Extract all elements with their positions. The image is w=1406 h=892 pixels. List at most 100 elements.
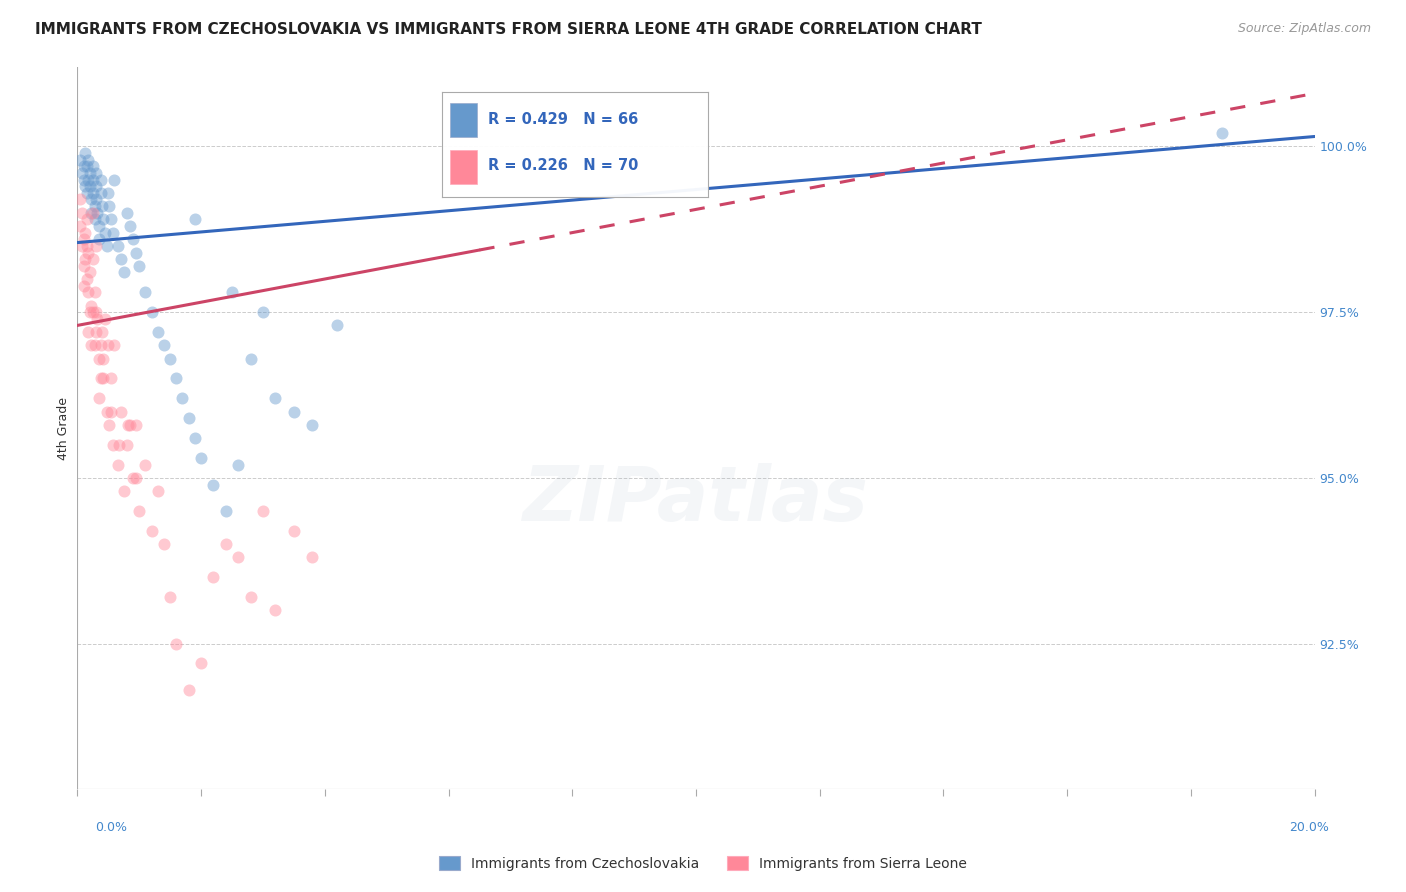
Point <box>202 477 225 491</box>
Point <box>98 417 121 432</box>
Point <box>326 318 349 333</box>
Point <box>190 657 212 671</box>
Point <box>90 186 112 200</box>
Point <box>239 590 262 604</box>
Point <box>98 199 121 213</box>
Point <box>118 219 141 233</box>
Point <box>103 338 125 352</box>
Point <box>141 305 163 319</box>
Text: Source: ZipAtlas.com: Source: ZipAtlas.com <box>1237 22 1371 36</box>
Point <box>91 212 114 227</box>
Point <box>82 305 104 319</box>
Point <box>165 637 187 651</box>
Point <box>91 351 114 366</box>
Point <box>84 179 107 194</box>
Point <box>83 212 105 227</box>
Point <box>184 431 207 445</box>
Point <box>226 550 249 565</box>
Point <box>134 458 156 472</box>
Text: IMMIGRANTS FROM CZECHOSLOVAKIA VS IMMIGRANTS FROM SIERRA LEONE 4TH GRADE CORRELA: IMMIGRANTS FROM CZECHOSLOVAKIA VS IMMIGR… <box>35 22 981 37</box>
Point <box>79 305 101 319</box>
Point <box>112 265 135 279</box>
Point <box>90 371 112 385</box>
Point <box>75 179 97 194</box>
Point <box>69 153 91 167</box>
Point <box>72 172 94 186</box>
Point <box>165 371 187 385</box>
Point <box>72 239 94 253</box>
Point <box>125 471 148 485</box>
Point <box>77 153 100 167</box>
Legend: Immigrants from Czechoslovakia, Immigrants from Sierra Leone: Immigrants from Czechoslovakia, Immigran… <box>433 850 973 876</box>
Point <box>87 392 110 406</box>
Point <box>77 325 100 339</box>
Point <box>94 311 117 326</box>
Point <box>94 226 117 240</box>
Point <box>146 325 169 339</box>
Point <box>221 285 243 300</box>
Point <box>252 305 274 319</box>
Point <box>80 205 103 219</box>
Point <box>77 172 100 186</box>
Point <box>177 683 200 698</box>
Point <box>72 205 94 219</box>
Point <box>73 146 96 161</box>
Point <box>84 239 107 253</box>
Point <box>122 471 145 485</box>
Point <box>112 484 135 499</box>
Point <box>264 603 287 617</box>
Point <box>69 193 91 207</box>
Point <box>91 325 114 339</box>
Point <box>84 193 107 207</box>
Point <box>72 159 94 173</box>
Point <box>100 371 122 385</box>
Point <box>107 458 129 472</box>
Point <box>84 305 107 319</box>
Point <box>72 259 94 273</box>
Point <box>115 205 138 219</box>
Point <box>110 252 132 267</box>
Point <box>80 338 103 352</box>
Point <box>128 259 150 273</box>
Point <box>125 417 148 432</box>
Point <box>72 278 94 293</box>
Point <box>103 226 125 240</box>
Point <box>79 166 101 180</box>
Point <box>100 404 122 418</box>
Text: 0.0%: 0.0% <box>96 822 128 834</box>
Point <box>82 205 104 219</box>
Point <box>79 179 101 194</box>
Point <box>69 219 91 233</box>
Point <box>91 371 114 385</box>
Point <box>84 325 107 339</box>
Point <box>108 438 131 452</box>
Point <box>72 232 94 246</box>
Point <box>141 524 163 538</box>
Text: 20.0%: 20.0% <box>1289 822 1329 834</box>
Point <box>190 450 212 465</box>
Point <box>118 417 141 432</box>
Point <box>77 285 100 300</box>
Point <box>264 392 287 406</box>
Point <box>110 404 132 418</box>
Point <box>226 458 249 472</box>
Point <box>103 438 125 452</box>
Y-axis label: 4th Grade: 4th Grade <box>58 397 70 459</box>
Point <box>76 212 98 227</box>
Point <box>215 504 238 518</box>
Point <box>146 484 169 499</box>
Point <box>107 239 129 253</box>
Point <box>86 205 108 219</box>
Point <box>122 232 145 246</box>
Point <box>90 338 112 352</box>
Point <box>283 404 305 418</box>
Point <box>76 239 98 253</box>
Point <box>215 537 238 551</box>
Point <box>83 338 105 352</box>
Point <box>90 172 112 186</box>
Point <box>252 504 274 518</box>
Point <box>125 245 148 260</box>
Point <box>239 351 262 366</box>
Point <box>73 226 96 240</box>
Point <box>283 524 305 538</box>
